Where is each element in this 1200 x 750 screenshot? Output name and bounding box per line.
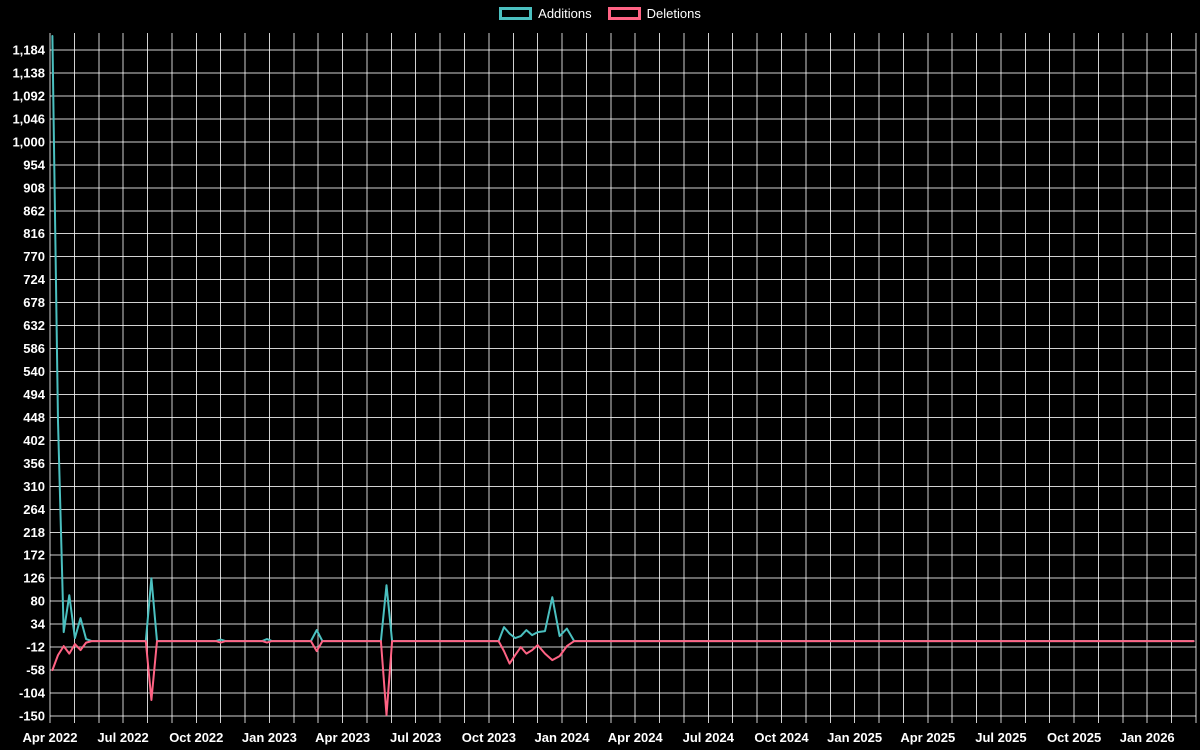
legend-label-deletions: Deletions — [646, 6, 701, 21]
svg-text:Apr 2023: Apr 2023 — [315, 730, 370, 745]
svg-text:402: 402 — [23, 433, 45, 448]
svg-text:724: 724 — [23, 272, 45, 287]
svg-text:678: 678 — [23, 295, 45, 310]
svg-text:218: 218 — [23, 525, 45, 540]
chart-legend: Additions Deletions — [0, 7, 1200, 20]
svg-text:Jan 2023: Jan 2023 — [242, 730, 297, 745]
svg-text:Jul 2022: Jul 2022 — [97, 730, 148, 745]
svg-text:Oct 2025: Oct 2025 — [1047, 730, 1101, 745]
svg-text:34: 34 — [31, 617, 46, 632]
svg-text:862: 862 — [23, 203, 45, 218]
svg-text:356: 356 — [23, 456, 45, 471]
legend-item-deletions[interactable]: Deletions — [607, 6, 701, 21]
svg-text:Jan 2026: Jan 2026 — [1120, 730, 1175, 745]
svg-text:1,138: 1,138 — [12, 66, 45, 81]
svg-text:-12: -12 — [26, 640, 45, 655]
svg-text:80: 80 — [31, 594, 45, 609]
svg-text:1,092: 1,092 — [12, 88, 45, 103]
svg-text:1,046: 1,046 — [12, 111, 45, 126]
svg-text:172: 172 — [23, 548, 45, 563]
legend-item-additions[interactable]: Additions — [499, 6, 592, 21]
svg-text:Jan 2025: Jan 2025 — [827, 730, 882, 745]
svg-text:954: 954 — [23, 157, 45, 172]
svg-text:Apr 2025: Apr 2025 — [900, 730, 955, 745]
svg-text:908: 908 — [23, 180, 45, 195]
svg-text:770: 770 — [23, 249, 45, 264]
svg-text:1,184: 1,184 — [12, 43, 45, 58]
svg-text:816: 816 — [23, 226, 45, 241]
svg-text:494: 494 — [23, 387, 45, 402]
svg-text:Oct 2022: Oct 2022 — [169, 730, 223, 745]
svg-text:Apr 2022: Apr 2022 — [23, 730, 78, 745]
deletions-swatch-icon — [607, 7, 641, 20]
svg-text:540: 540 — [23, 364, 45, 379]
svg-text:-150: -150 — [19, 709, 45, 724]
svg-text:-104: -104 — [19, 686, 46, 701]
svg-text:Apr 2024: Apr 2024 — [608, 730, 664, 745]
svg-text:Jul 2024: Jul 2024 — [683, 730, 735, 745]
svg-text:Jul 2025: Jul 2025 — [975, 730, 1026, 745]
svg-text:Jan 2024: Jan 2024 — [535, 730, 591, 745]
svg-text:Oct 2024: Oct 2024 — [754, 730, 809, 745]
additions-swatch-icon — [499, 7, 533, 20]
svg-text:448: 448 — [23, 410, 45, 425]
svg-text:Jul 2023: Jul 2023 — [390, 730, 441, 745]
svg-text:1,000: 1,000 — [12, 134, 45, 149]
svg-text:310: 310 — [23, 479, 45, 494]
svg-text:586: 586 — [23, 341, 45, 356]
svg-text:Oct 2023: Oct 2023 — [462, 730, 516, 745]
legend-label-additions: Additions — [538, 6, 592, 21]
svg-text:-58: -58 — [26, 663, 45, 678]
svg-text:126: 126 — [23, 571, 45, 586]
svg-text:264: 264 — [23, 502, 45, 517]
svg-text:632: 632 — [23, 318, 45, 333]
